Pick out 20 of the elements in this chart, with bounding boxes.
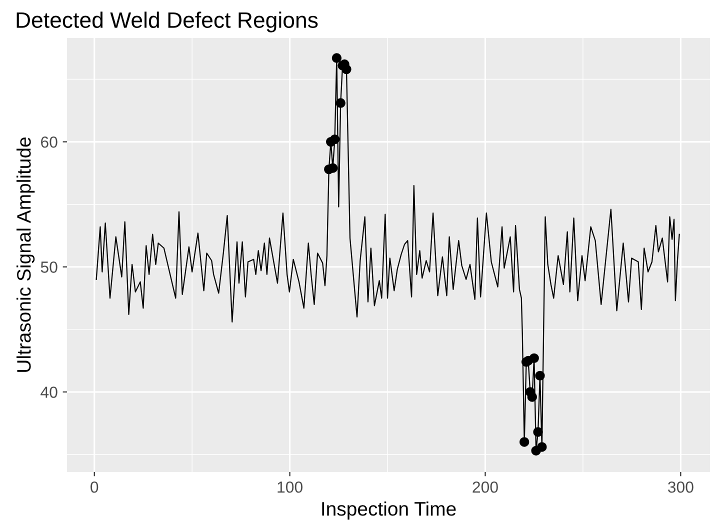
y-tick-label: 60 xyxy=(41,136,58,148)
point xyxy=(519,437,530,447)
y-tick-label: 40 xyxy=(40,386,58,398)
point xyxy=(336,98,346,108)
point xyxy=(535,370,545,381)
point xyxy=(527,392,538,402)
chart-title: Detected Weld Defect Regions xyxy=(16,12,318,32)
x-tick-label: 100 xyxy=(278,481,303,493)
x-tick-label: 200 xyxy=(472,481,498,493)
point xyxy=(342,64,352,74)
point xyxy=(533,427,543,437)
point xyxy=(529,353,539,364)
point xyxy=(332,53,342,63)
x-tick-label: 0 xyxy=(90,481,98,493)
y-axis-title: Ultrasonic Signal Amplitude xyxy=(16,138,35,372)
x-tick-label: 300 xyxy=(668,481,694,493)
y-tick-label: 50 xyxy=(40,262,58,273)
x-axis-title: Inspection Time xyxy=(322,501,456,520)
point xyxy=(537,442,547,452)
point xyxy=(330,134,340,144)
